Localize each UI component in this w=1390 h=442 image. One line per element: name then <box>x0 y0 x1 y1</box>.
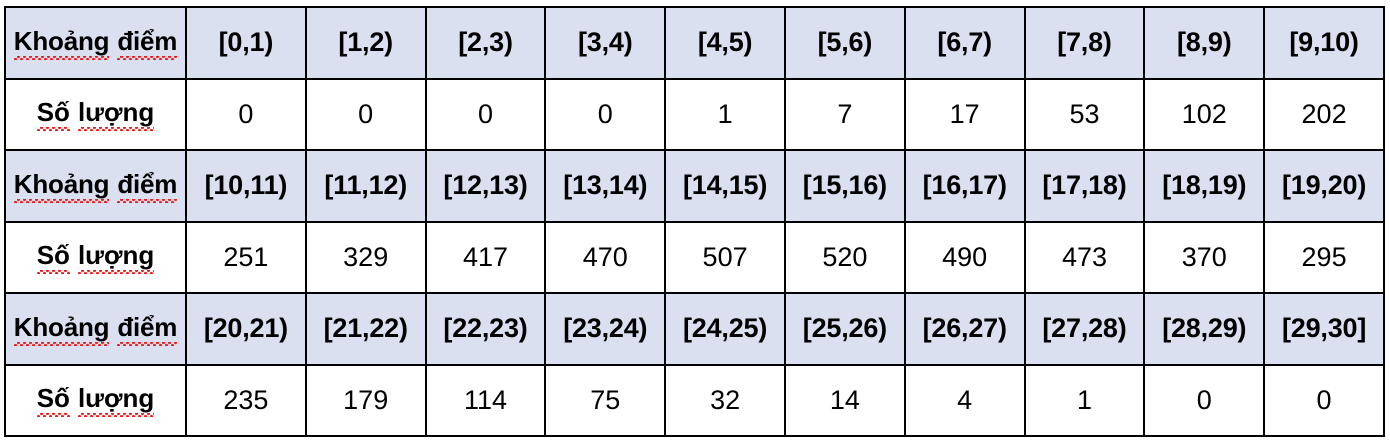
count-value-cell: 1 <box>664 77 786 151</box>
count-value-cell: 520 <box>783 220 906 294</box>
count-value-cell: 490 <box>903 220 1026 294</box>
bin-header-cell: [6,7) <box>903 6 1026 80</box>
bin-header-cell: [12,13) <box>424 149 547 223</box>
table-row: Số lượng 0 0 0 0 1 7 17 53 102 202 <box>4 77 1385 151</box>
count-value-cell: 370 <box>1143 220 1266 294</box>
count-value-cell: 507 <box>664 220 786 294</box>
bin-header-cell: [10,11) <box>185 149 307 223</box>
bin-header-cell: [4,5) <box>664 6 786 80</box>
spellcheck-underlined-word: lượng <box>77 383 155 418</box>
bin-header-cell: [19,20) <box>1263 149 1385 223</box>
bin-header-cell: [21,22) <box>304 292 427 366</box>
table-row: Số lượng 235 179 114 75 32 14 4 1 0 0 <box>4 363 1385 437</box>
row-label-text: Số lượng <box>36 383 155 418</box>
row-header-khoang-diem: Khoảng điểm <box>4 149 187 223</box>
table-row: Khoảng điểm [10,11) [11,12) [12,13) [13,14) [1… <box>4 149 1385 223</box>
row-header-so-luong: Số lượng <box>4 220 187 294</box>
spellcheck-underlined-word: Khoảng <box>13 26 110 60</box>
count-value-cell: 202 <box>1263 77 1385 151</box>
bin-header-cell: [3,4) <box>544 6 667 80</box>
count-value-cell: 102 <box>1143 77 1266 151</box>
row-label-text: Khoảng điểm <box>13 312 177 346</box>
bin-header-cell: [15,16) <box>783 149 906 223</box>
row-label-text: Khoảng điểm <box>13 26 177 60</box>
bin-header-cell: [17,18) <box>1023 149 1146 223</box>
row-header-khoang-diem: Khoảng điểm <box>4 6 187 80</box>
bin-header-cell: [18,19) <box>1143 149 1266 223</box>
count-value-cell: 32 <box>664 363 786 437</box>
count-value-cell: 417 <box>424 220 547 294</box>
frequency-table-container: Khoảng điểm [0,1) [1,2) [2,3) [3,4) [4,5) [5,6)… <box>4 6 1385 437</box>
bin-header-cell: [5,6) <box>783 6 906 80</box>
bin-header-cell: [22,23) <box>424 292 547 366</box>
spellcheck-underlined-word: điểm <box>117 169 177 203</box>
table-row: Khoảng điểm [20,21) [21,22) [22,23) [23,24) [2… <box>4 292 1385 366</box>
count-value-cell: 470 <box>544 220 667 294</box>
bin-header-cell: [14,15) <box>664 149 786 223</box>
spellcheck-underlined-word: lượng <box>77 97 155 132</box>
count-value-cell: 473 <box>1023 220 1146 294</box>
bin-header-cell: [1,2) <box>304 6 427 80</box>
count-value-cell: 114 <box>424 363 547 437</box>
spellcheck-underlined-word: Số <box>36 383 71 418</box>
count-value-cell: 0 <box>1263 363 1385 437</box>
bin-header-cell: [29,30] <box>1263 292 1385 366</box>
count-value-cell: 0 <box>185 77 307 151</box>
count-value-cell: 14 <box>783 363 906 437</box>
spellcheck-underlined-word: Khoảng <box>13 169 110 203</box>
bin-header-cell: [28,29) <box>1143 292 1266 366</box>
count-value-cell: 0 <box>304 77 427 151</box>
bin-header-cell: [23,24) <box>544 292 667 366</box>
count-value-cell: 0 <box>1143 363 1266 437</box>
count-value-cell: 235 <box>185 363 307 437</box>
spellcheck-underlined-word: điểm <box>117 26 177 60</box>
row-label-text: Số lượng <box>36 97 155 132</box>
count-value-cell: 7 <box>783 77 906 151</box>
bin-header-cell: [11,12) <box>304 149 427 223</box>
count-value-cell: 4 <box>903 363 1026 437</box>
count-value-cell: 329 <box>304 220 427 294</box>
spellcheck-underlined-word: lượng <box>77 240 155 275</box>
count-value-cell: 53 <box>1023 77 1146 151</box>
spellcheck-underlined-word: Số <box>36 240 71 275</box>
bin-header-cell: [25,26) <box>783 292 906 366</box>
count-value-cell: 1 <box>1023 363 1146 437</box>
bin-header-cell: [8,9) <box>1143 6 1266 80</box>
row-label-text: Khoảng điểm <box>13 169 177 203</box>
count-value-cell: 0 <box>544 77 667 151</box>
row-header-khoang-diem: Khoảng điểm <box>4 292 187 366</box>
bin-header-cell: [0,1) <box>185 6 307 80</box>
row-header-so-luong: Số lượng <box>4 363 187 437</box>
count-value-cell: 0 <box>424 77 547 151</box>
count-value-cell: 179 <box>304 363 427 437</box>
bin-header-cell: [24,25) <box>664 292 786 366</box>
bin-header-cell: [20,21) <box>185 292 307 366</box>
table-row: Số lượng 251 329 417 470 507 520 490 473 370 295 <box>4 220 1385 294</box>
count-value-cell: 251 <box>185 220 307 294</box>
count-value-cell: 295 <box>1263 220 1385 294</box>
bin-header-cell: [9,10) <box>1263 6 1385 80</box>
table-body: Khoảng điểm [0,1) [1,2) [2,3) [3,4) [4,5) [5,6)… <box>4 6 1385 437</box>
score-frequency-table: Khoảng điểm [0,1) [1,2) [2,3) [3,4) [4,5) [5,6)… <box>4 6 1385 437</box>
bin-header-cell: [27,28) <box>1023 292 1146 366</box>
bin-header-cell: [2,3) <box>424 6 547 80</box>
row-header-so-luong: Số lượng <box>4 77 187 151</box>
spellcheck-underlined-word: Khoảng <box>13 312 110 346</box>
count-value-cell: 17 <box>903 77 1026 151</box>
bin-header-cell: [7,8) <box>1023 6 1146 80</box>
count-value-cell: 75 <box>544 363 667 437</box>
table-row: Khoảng điểm [0,1) [1,2) [2,3) [3,4) [4,5) [5,6)… <box>4 6 1385 80</box>
bin-header-cell: [13,14) <box>544 149 667 223</box>
bin-header-cell: [16,17) <box>903 149 1026 223</box>
spellcheck-underlined-word: Số <box>36 97 71 132</box>
bin-header-cell: [26,27) <box>903 292 1026 366</box>
row-label-text: Số lượng <box>36 240 155 275</box>
spellcheck-underlined-word: điểm <box>117 312 177 346</box>
